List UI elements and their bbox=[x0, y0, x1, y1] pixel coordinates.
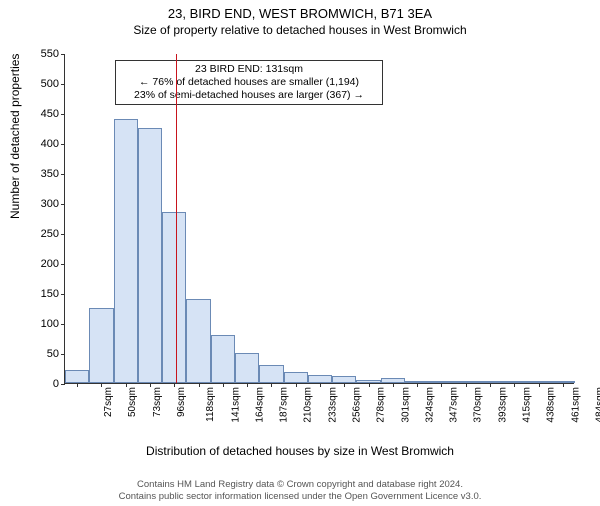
y-tick-mark bbox=[61, 114, 65, 115]
chart-container: Number of detached properties 23 BIRD EN… bbox=[0, 44, 600, 444]
histogram-bar bbox=[114, 119, 138, 383]
y-tick-mark bbox=[61, 174, 65, 175]
x-tick-label: 50sqm bbox=[127, 387, 138, 417]
x-tick-mark bbox=[150, 383, 151, 387]
x-tick-label: 301sqm bbox=[400, 387, 411, 423]
x-tick-mark bbox=[514, 383, 515, 387]
x-tick-mark bbox=[539, 383, 540, 387]
plot-area: 23 BIRD END: 131sqm ← 76% of detached ho… bbox=[64, 54, 574, 384]
y-tick-mark bbox=[61, 204, 65, 205]
x-tick-mark bbox=[393, 383, 394, 387]
x-tick-mark bbox=[223, 383, 224, 387]
x-tick-label: 73sqm bbox=[152, 387, 163, 417]
x-tick-label: 393sqm bbox=[497, 387, 508, 423]
x-tick-label: 438sqm bbox=[546, 387, 557, 423]
x-tick-label: 324sqm bbox=[424, 387, 435, 423]
annotation-callout: 23 BIRD END: 131sqm ← 76% of detached ho… bbox=[115, 60, 383, 105]
y-tick-mark bbox=[61, 294, 65, 295]
x-tick-mark bbox=[369, 383, 370, 387]
footer-line-2: Contains public sector information licen… bbox=[0, 491, 600, 502]
y-tick-mark bbox=[61, 354, 65, 355]
x-tick-mark bbox=[271, 383, 272, 387]
y-axis-label: Number of detached properties bbox=[8, 54, 22, 219]
histogram-bar bbox=[332, 376, 356, 383]
x-tick-mark bbox=[490, 383, 491, 387]
histogram-bar bbox=[308, 375, 332, 383]
chart-title-subtitle: Size of property relative to detached ho… bbox=[0, 23, 600, 37]
x-tick-mark bbox=[417, 383, 418, 387]
x-tick-label: 118sqm bbox=[205, 387, 216, 422]
x-tick-mark bbox=[126, 383, 127, 387]
x-tick-label: 187sqm bbox=[279, 387, 290, 423]
reference-line bbox=[176, 54, 178, 383]
x-tick-mark bbox=[247, 383, 248, 387]
x-tick-mark bbox=[77, 383, 78, 387]
x-axis-label: Distribution of detached houses by size … bbox=[0, 444, 600, 458]
x-tick-label: 210sqm bbox=[303, 387, 314, 423]
y-tick-mark bbox=[61, 324, 65, 325]
histogram-bar bbox=[162, 212, 186, 383]
footer-attribution: Contains HM Land Registry data © Crown c… bbox=[0, 479, 600, 502]
annotation-line-1: 23 BIRD END: 131sqm bbox=[122, 63, 376, 76]
x-tick-mark bbox=[344, 383, 345, 387]
x-tick-label: 256sqm bbox=[352, 387, 363, 423]
histogram-bar bbox=[211, 335, 235, 383]
x-tick-label: 370sqm bbox=[473, 387, 484, 423]
x-tick-label: 278sqm bbox=[376, 387, 387, 423]
footer-line-1: Contains HM Land Registry data © Crown c… bbox=[0, 479, 600, 490]
x-tick-mark bbox=[199, 383, 200, 387]
x-tick-mark bbox=[441, 383, 442, 387]
histogram-bar bbox=[235, 353, 259, 383]
x-tick-label: 484sqm bbox=[594, 387, 600, 423]
x-tick-mark bbox=[466, 383, 467, 387]
x-tick-label: 461sqm bbox=[570, 387, 581, 423]
histogram-bar bbox=[284, 372, 308, 383]
x-tick-label: 233sqm bbox=[327, 387, 338, 423]
x-tick-mark bbox=[563, 383, 564, 387]
y-tick-mark bbox=[61, 144, 65, 145]
y-tick-mark bbox=[61, 84, 65, 85]
x-tick-label: 27sqm bbox=[103, 387, 114, 417]
annotation-line-3: 23% of semi-detached houses are larger (… bbox=[122, 89, 376, 102]
x-tick-label: 141sqm bbox=[230, 387, 241, 423]
x-tick-mark bbox=[320, 383, 321, 387]
histogram-bar bbox=[65, 370, 89, 383]
y-tick-mark bbox=[61, 264, 65, 265]
histogram-bar bbox=[89, 308, 113, 383]
x-tick-label: 164sqm bbox=[254, 387, 265, 423]
x-tick-label: 415sqm bbox=[522, 387, 533, 423]
y-tick-mark bbox=[61, 54, 65, 55]
y-tick-mark bbox=[61, 384, 65, 385]
histogram-bar bbox=[186, 299, 210, 383]
chart-title-address: 23, BIRD END, WEST BROMWICH, B71 3EA bbox=[0, 6, 600, 21]
x-tick-label: 347sqm bbox=[449, 387, 460, 423]
annotation-line-2: ← 76% of detached houses are smaller (1,… bbox=[122, 76, 376, 89]
histogram-bar bbox=[259, 365, 283, 383]
x-tick-mark bbox=[174, 383, 175, 387]
x-tick-label: 96sqm bbox=[176, 387, 187, 417]
histogram-bar bbox=[138, 128, 162, 383]
x-tick-mark bbox=[101, 383, 102, 387]
y-tick-mark bbox=[61, 234, 65, 235]
x-tick-mark bbox=[296, 383, 297, 387]
